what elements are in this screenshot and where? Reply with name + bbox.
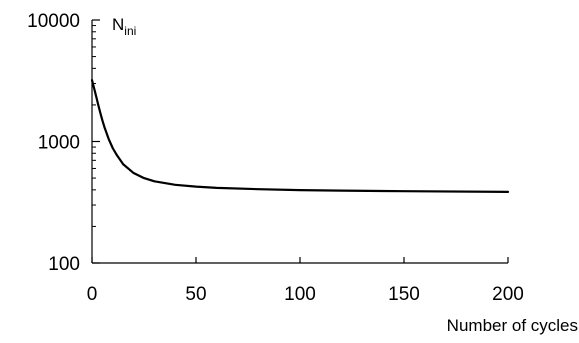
- y-tick-label: 1000: [38, 133, 80, 154]
- x-tick-label: 100: [284, 284, 316, 305]
- x-tick-label: 0: [87, 284, 98, 305]
- x-tick-label: 200: [492, 284, 524, 305]
- y-axis-title: Nini: [112, 15, 136, 38]
- y-axis-title-subscript: ini: [124, 24, 136, 38]
- labels-layer: 100 1000 10000 0 50 100 150 200 Number of cycles…: [27, 11, 578, 335]
- series-layer: [90, 79, 510, 193]
- x-axis-title: Number of cycles: [447, 316, 578, 335]
- x-tick-label: 150: [388, 284, 420, 305]
- x-tick-label: 50: [185, 284, 206, 305]
- y-axis-title-main: N: [112, 15, 124, 34]
- y-tick-label: 10000: [27, 11, 80, 32]
- axes-layer: [91, 19, 509, 264]
- series-line: [90, 79, 510, 193]
- y-tick-label: 100: [48, 254, 80, 275]
